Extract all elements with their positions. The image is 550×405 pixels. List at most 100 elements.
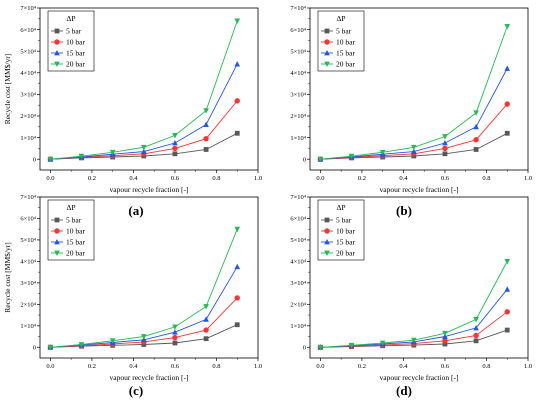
legend-entry: 20 bar	[66, 60, 85, 69]
x-tick-label: 0.0	[46, 175, 54, 182]
x-tick-label: 0.4	[399, 175, 408, 182]
y-tick-label: 6×10⁴	[290, 27, 306, 34]
y-tick-label: 5×10⁴	[290, 237, 306, 244]
y-tick-label: 4×10⁴	[20, 70, 36, 77]
legend-title: ΔP	[67, 14, 76, 23]
data-point	[473, 338, 479, 344]
data-point	[234, 18, 241, 24]
legend-marker	[54, 39, 60, 45]
legend-marker	[54, 61, 60, 67]
data-point	[473, 147, 479, 152]
legend-entry: 5 bar	[66, 27, 82, 36]
y-tick-label: 5×10⁴	[20, 237, 36, 244]
data-point	[442, 338, 448, 344]
y-tick-label: 2×10⁴	[290, 113, 306, 120]
panel-label: (b)	[396, 203, 412, 218]
x-tick-label: 0.4	[399, 363, 408, 370]
series-line	[320, 261, 508, 348]
legend: ΔP 5 bar 10 bar 15 bar 20 bar	[317, 10, 365, 72]
legend: ΔP 5 bar 10 bar 15 bar 20 bar	[317, 199, 365, 261]
x-tick-label: 0.0	[316, 175, 324, 182]
x-tick-label: 0.8	[482, 175, 490, 182]
series	[317, 259, 511, 351]
data-point	[442, 341, 448, 347]
data-point	[504, 130, 510, 136]
data-point	[172, 133, 178, 139]
y-tick-label: 7×10⁴	[20, 194, 36, 201]
legend-title: ΔP	[337, 14, 346, 23]
data-point	[348, 153, 355, 160]
data-point	[411, 148, 417, 155]
x-tick-label: 0.6	[171, 175, 180, 182]
plot-frame	[309, 196, 529, 359]
data-point	[203, 336, 209, 342]
x-tick-label: 0.2	[88, 175, 96, 182]
data-point	[473, 137, 479, 143]
y-tick-label: 0	[33, 156, 36, 163]
data-point	[411, 144, 417, 151]
legend-marker	[324, 217, 330, 223]
data-point	[442, 151, 448, 157]
legend-marker	[324, 250, 330, 256]
legend-marker	[324, 28, 330, 34]
data-point	[473, 316, 479, 323]
x-tick-label: 0.8	[212, 363, 220, 370]
chart-panel: 0.0 0.2 0.4 0.6 0.8 1.0 0 1×10⁴ 2×10⁴ 3×10⁴ 4×10⁴ 5…	[3, 5, 262, 218]
legend-marker	[54, 28, 60, 34]
plot-frame	[39, 196, 259, 359]
data-point	[234, 226, 241, 233]
data-point	[172, 329, 178, 335]
data-point	[203, 135, 209, 142]
data-point	[109, 338, 116, 344]
data-point	[47, 344, 54, 351]
data-point	[379, 149, 386, 156]
data-point	[234, 322, 240, 328]
legend-marker	[54, 50, 60, 56]
legend-entry: 15 bar	[66, 238, 85, 247]
y-tick-label: 4×10⁴	[290, 259, 306, 266]
x-tick-label: 0.2	[358, 175, 366, 182]
data-point	[141, 148, 147, 155]
data-point	[234, 295, 240, 301]
x-tick-label: 1.0	[524, 175, 532, 182]
legend-entry: 5 bar	[336, 216, 352, 225]
data-point	[473, 110, 479, 116]
y-tick-label: 6×10⁴	[20, 27, 36, 34]
legend-entry: 10 bar	[66, 227, 85, 236]
legend-entry: 10 bar	[336, 38, 355, 47]
data-point	[504, 23, 511, 30]
y-tick-label: 6×10⁴	[290, 216, 306, 223]
series	[47, 18, 241, 163]
legend: ΔP 5 bar 10 bar 15 bar 20 bar	[47, 10, 95, 72]
chart-panel: 0.0 0.2 0.4 0.6 0.8 1.0 0 1×10⁴ 2×10⁴ 3×10⁴ 4×10⁴ 5…	[3, 194, 262, 398]
data-point	[234, 130, 240, 136]
data-point	[442, 145, 448, 152]
y-axis-label: Recycle cost [MM$/yr]	[3, 54, 12, 124]
panel-label: (d)	[396, 383, 412, 398]
y-tick-label: 0	[303, 156, 306, 163]
data-point	[504, 259, 511, 265]
y-tick-label: 0	[303, 344, 306, 351]
data-point	[203, 304, 209, 310]
data-point	[141, 334, 147, 340]
x-tick-label: 0.0	[46, 363, 54, 370]
x-tick-label: 0.8	[482, 363, 490, 370]
plot-frame	[39, 7, 259, 171]
data-point	[172, 140, 178, 146]
y-tick-label: 3×10⁴	[290, 92, 306, 99]
x-tick-label: 0.2	[358, 363, 366, 370]
legend-entry: 20 bar	[66, 249, 85, 258]
x-axis-label: vapour recycle fraction [-]	[110, 185, 189, 194]
data-point	[473, 123, 479, 130]
y-tick-label: 1×10⁴	[290, 135, 306, 142]
legend-marker	[324, 50, 330, 56]
x-axis-label: vapour recycle fraction [-]	[110, 373, 189, 382]
data-point	[317, 156, 324, 163]
data-point	[234, 98, 240, 104]
x-tick-label: 0.4	[129, 175, 138, 182]
legend: ΔP 5 bar 10 bar 15 bar 20 bar	[47, 199, 95, 261]
legend-title: ΔP	[67, 203, 76, 212]
legend-entry: 20 bar	[336, 60, 355, 69]
data-point	[172, 145, 178, 152]
legend-marker	[54, 250, 60, 256]
